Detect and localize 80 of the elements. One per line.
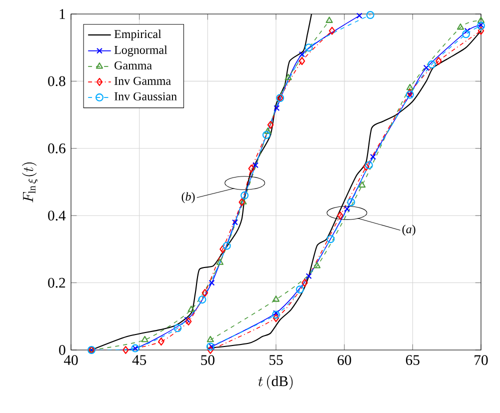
point (366, 10, 374, 20)
y-tick-label: 0.6 (48, 143, 66, 154)
point (326, 16, 333, 23)
point (220, 245, 226, 254)
legend-label: Lognormal (114, 46, 168, 56)
point (202, 288, 208, 297)
point (216, 258, 224, 265)
point (464, 28, 470, 34)
point (478, 26, 484, 35)
legend-label: Gamma (114, 61, 152, 70)
point (272, 296, 280, 302)
y-axis-title: $F_{\ln\xi}(t)$ (22, 162, 38, 202)
point (356, 12, 362, 19)
point (435, 57, 442, 66)
point (358, 181, 366, 188)
legend-label: Empirical (114, 30, 162, 41)
point (222, 242, 231, 250)
x-tick-label: 45 (132, 355, 146, 365)
y-tick-label: 0 (59, 345, 66, 355)
point (232, 219, 238, 226)
point (207, 346, 214, 354)
point (456, 23, 464, 30)
point (184, 316, 190, 323)
point (364, 161, 373, 170)
point (306, 273, 312, 280)
annotation: (a) (402, 224, 416, 236)
x-tick-label: 70 (474, 355, 488, 366)
annotation: (b) (182, 192, 195, 204)
point (347, 198, 356, 206)
x-tick-label: 55 (270, 355, 283, 365)
point (174, 324, 182, 332)
point (206, 342, 214, 351)
point (206, 336, 214, 342)
point (262, 130, 270, 139)
point (313, 262, 321, 268)
point (462, 30, 470, 38)
x-tick-label: 65 (406, 355, 420, 365)
point (302, 278, 308, 287)
point (141, 336, 148, 342)
x-axis-title: $t\,(\mathrm{dB})$ (258, 375, 293, 390)
point (264, 128, 272, 134)
y-tick-label: 1 (60, 9, 65, 19)
point (298, 51, 305, 58)
point (428, 60, 436, 68)
point (326, 235, 335, 244)
point (273, 310, 279, 316)
point (272, 314, 280, 322)
x-tick-label: 50 (201, 355, 214, 366)
point (284, 74, 292, 80)
y-tick-label: 0.4 (48, 210, 66, 221)
point (296, 286, 304, 294)
point (406, 84, 414, 90)
point (188, 306, 195, 312)
point (252, 162, 258, 168)
point (328, 26, 336, 35)
point (298, 57, 306, 66)
point (198, 296, 206, 304)
y-tick-label: 0.2 (48, 278, 66, 288)
point (248, 164, 255, 173)
point (122, 346, 129, 354)
point (208, 344, 215, 350)
point (274, 105, 280, 112)
legend-label: Inv Gamma (114, 76, 171, 85)
point (208, 280, 215, 286)
point (363, 162, 370, 171)
point (344, 206, 350, 212)
point (185, 317, 192, 326)
point (370, 154, 376, 160)
y-tick-label: 0.8 (48, 76, 66, 86)
point (477, 16, 485, 23)
x-tick-label: 40 (64, 355, 78, 366)
point (267, 120, 274, 129)
point (304, 44, 313, 52)
point (158, 338, 164, 346)
legend-label: Inv Gaussian (114, 92, 177, 100)
point (240, 191, 249, 200)
x-tick-label: 60 (338, 355, 352, 366)
point (337, 212, 344, 220)
point (423, 64, 430, 71)
point (272, 310, 280, 319)
